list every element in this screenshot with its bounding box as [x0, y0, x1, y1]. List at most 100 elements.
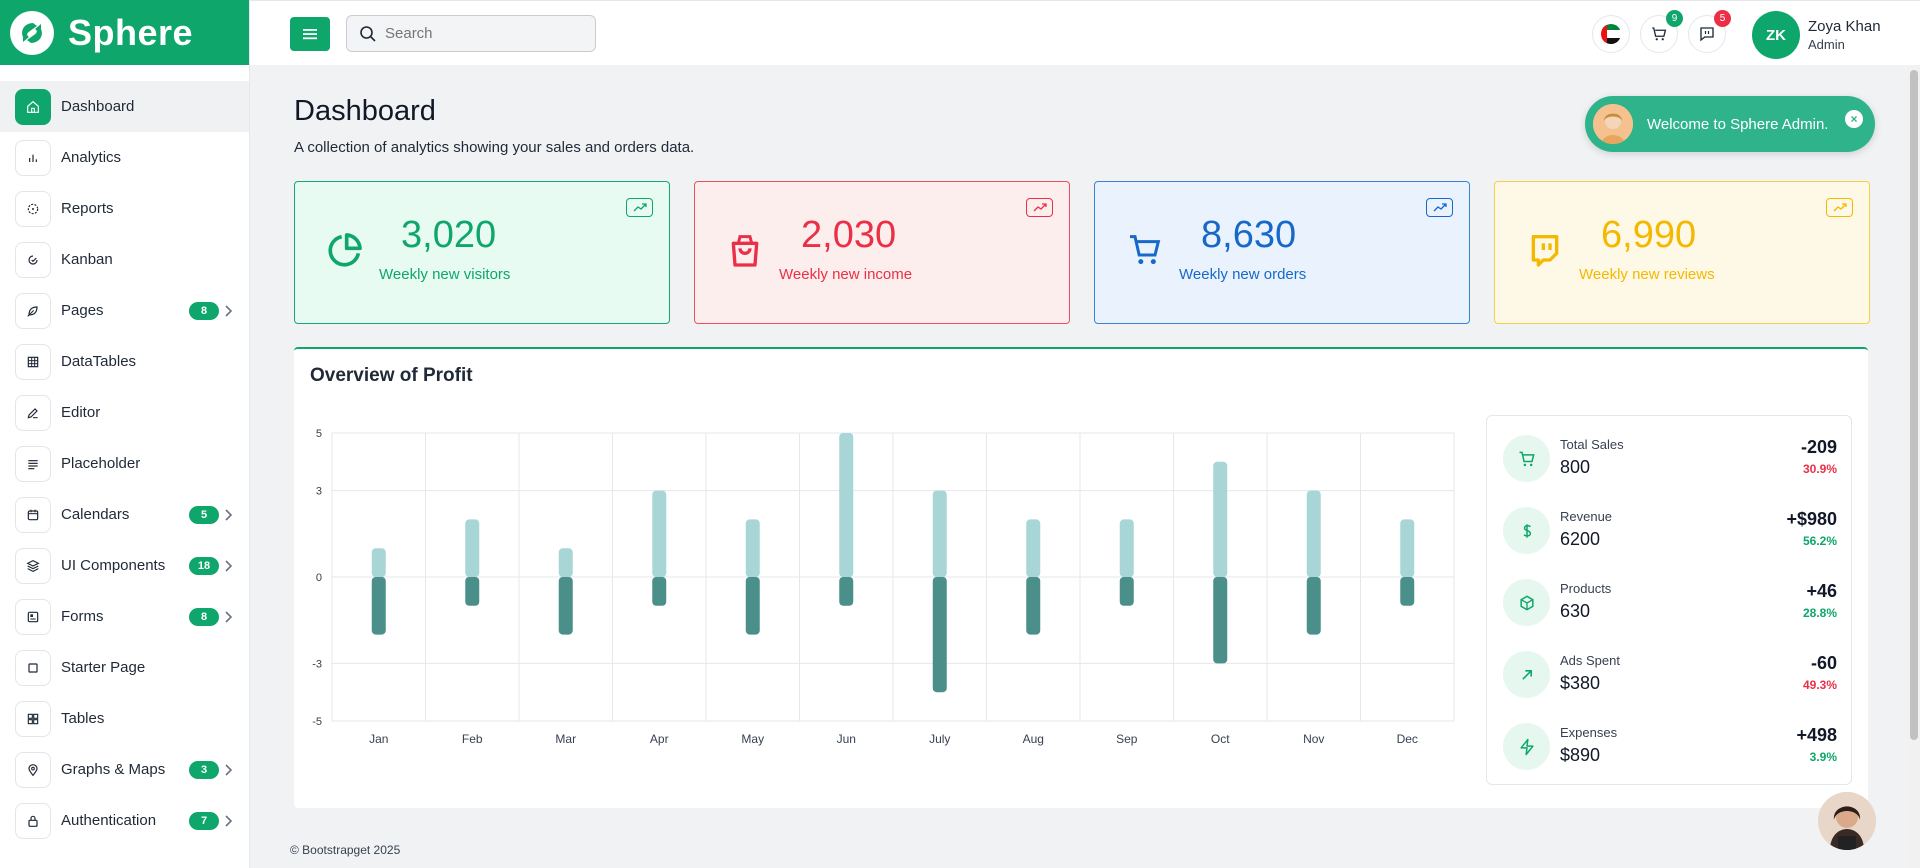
bar-negative: [839, 577, 854, 606]
summary-percent: 30.9%: [1802, 462, 1837, 476]
chevron-right-icon: [225, 508, 235, 522]
trend-up-icon[interactable]: [1826, 198, 1853, 217]
trend-up-icon[interactable]: [1426, 198, 1453, 217]
user-menu[interactable]: ZK Zoya Khan Admin: [1752, 11, 1881, 59]
bar-negative: [1213, 577, 1228, 664]
toast-message: Welcome to Sphere Admin.: [1647, 115, 1829, 133]
shopping-bag-icon: [725, 230, 765, 270]
sidebar-item-label: Starter Page: [61, 659, 146, 676]
x-tick-label: Jan: [369, 732, 388, 746]
sidebar-item-reports[interactable]: Reports: [0, 183, 249, 234]
sidebar-item-label: Reports: [61, 200, 114, 217]
brand-name: Sphere: [68, 11, 194, 53]
box-icon: [1503, 579, 1550, 626]
cart-button[interactable]: 9: [1640, 10, 1683, 53]
bar-positive: [558, 548, 573, 577]
trend-up-icon[interactable]: [626, 198, 653, 217]
messages-button[interactable]: 5: [1688, 10, 1731, 53]
summary-row-products: Products 630 +46 28.8%: [1503, 568, 1837, 630]
toast-close-button[interactable]: ×: [1845, 110, 1863, 128]
sidebar: Sphere Dashboard Analytics Reports Kanban Pa…: [0, 0, 250, 868]
brand[interactable]: Sphere: [0, 0, 249, 65]
summary-row-revenue: Revenue 6200 +$980 56.2%: [1503, 496, 1837, 558]
x-tick-label: Sep: [1116, 732, 1138, 746]
summary-value: 6200: [1560, 529, 1601, 549]
sidebar-item-label: Editor: [61, 404, 101, 421]
sidebar-item-label: Calendars: [61, 506, 130, 523]
page-subtitle: A collection of analytics showing your s…: [294, 139, 695, 156]
search-box: [346, 15, 596, 52]
x-tick-label: July: [929, 732, 950, 746]
summary-percent: 28.8%: [1802, 606, 1837, 620]
sidebar-item-ui-components[interactable]: UI Components 18: [0, 540, 249, 591]
summary-value: $890: [1560, 745, 1601, 765]
sidebar-item-label: Authentication: [61, 812, 157, 829]
dollar-icon: [1503, 507, 1550, 554]
hamburger-icon: [303, 29, 317, 40]
chat-support-avatar[interactable]: [1818, 792, 1876, 850]
scrollbar-thumb[interactable]: [1910, 70, 1918, 740]
sidebar-item-tables[interactable]: Tables: [0, 693, 249, 744]
stat-label: Weekly new reviews: [1579, 266, 1715, 283]
summary-label: Ads Spent: [1560, 653, 1620, 668]
topbar: 9 5 ZK Zoya Khan Admin: [250, 0, 1920, 65]
summary-value: $380: [1560, 673, 1601, 693]
trend-up-icon[interactable]: [1026, 198, 1053, 217]
x-tick-label: Jun: [837, 732, 856, 746]
search-icon: [360, 25, 376, 42]
chevron-right-icon: [225, 610, 235, 624]
sidebar-item-forms[interactable]: Forms 8: [0, 591, 249, 642]
chevron-right-icon: [225, 304, 235, 318]
bar-positive: [1026, 519, 1041, 577]
lines-icon: [15, 445, 51, 482]
arrow-up-right-icon: [1503, 651, 1550, 698]
welcome-toast: Welcome to Sphere Admin. ×: [1585, 96, 1875, 152]
x-tick-label: Oct: [1211, 732, 1230, 746]
summary-label: Total Sales: [1560, 437, 1624, 452]
stat-label: Weekly new orders: [1179, 266, 1307, 283]
bar-negative: [558, 577, 573, 635]
summary-delta: -209: [1800, 437, 1837, 457]
profit-card-title: Overview of Profit: [310, 365, 473, 386]
lock-icon: [15, 802, 51, 839]
search-input[interactable]: [385, 25, 565, 42]
bar-positive: [371, 548, 386, 577]
y-tick-label: -5: [312, 716, 322, 728]
sidebar-item-editor[interactable]: Editor: [0, 387, 249, 438]
toast-avatar: [1593, 104, 1633, 144]
cart-icon: [1503, 435, 1550, 482]
page-scrollbar[interactable]: [1908, 65, 1920, 868]
square-icon: [15, 649, 51, 686]
x-tick-label: Nov: [1303, 732, 1324, 746]
sidebar-item-pages[interactable]: Pages 8: [0, 285, 249, 336]
sidebar-item-kanban[interactable]: Kanban: [0, 234, 249, 285]
y-tick-label: 3: [316, 486, 322, 498]
sidebar-item-datatables[interactable]: DataTables: [0, 336, 249, 387]
uae-flag-icon: [1601, 24, 1621, 44]
sidebar-item-graphs-maps[interactable]: Graphs & Maps 3: [0, 744, 249, 795]
message-icon: [1700, 27, 1714, 42]
sidebar-item-calendars[interactable]: Calendars 5: [0, 489, 249, 540]
page-title: Dashboard: [294, 95, 436, 127]
bar-positive: [1306, 490, 1321, 577]
bar-negative: [652, 577, 667, 606]
summary-percent: 49.3%: [1802, 678, 1837, 692]
summary-label: Revenue: [1560, 509, 1613, 524]
sidebar-item-analytics[interactable]: Analytics: [0, 132, 249, 183]
menu-toggle-button[interactable]: [290, 17, 330, 51]
sidebar-item-placeholder[interactable]: Placeholder: [0, 438, 249, 489]
sidebar-item-dashboard[interactable]: Dashboard: [0, 81, 249, 132]
sidebar-item-label: UI Components: [61, 557, 166, 574]
summary-value: 630: [1560, 601, 1591, 621]
sidebar-item-label: Analytics: [61, 149, 122, 166]
sidebar-item-label: Graphs & Maps: [61, 761, 166, 778]
language-button[interactable]: [1592, 15, 1630, 53]
sidebar-item-label: Forms: [61, 608, 104, 625]
sidebar-item-starter-page[interactable]: Starter Page: [0, 642, 249, 693]
bar-negative: [371, 577, 386, 635]
sidebar-item-authentication[interactable]: Authentication 7: [0, 795, 249, 846]
sidebar-item-badge: 8: [189, 301, 219, 320]
bar-positive: [745, 519, 760, 577]
twitch-icon: [1525, 230, 1565, 270]
gauge-icon: [15, 190, 51, 227]
